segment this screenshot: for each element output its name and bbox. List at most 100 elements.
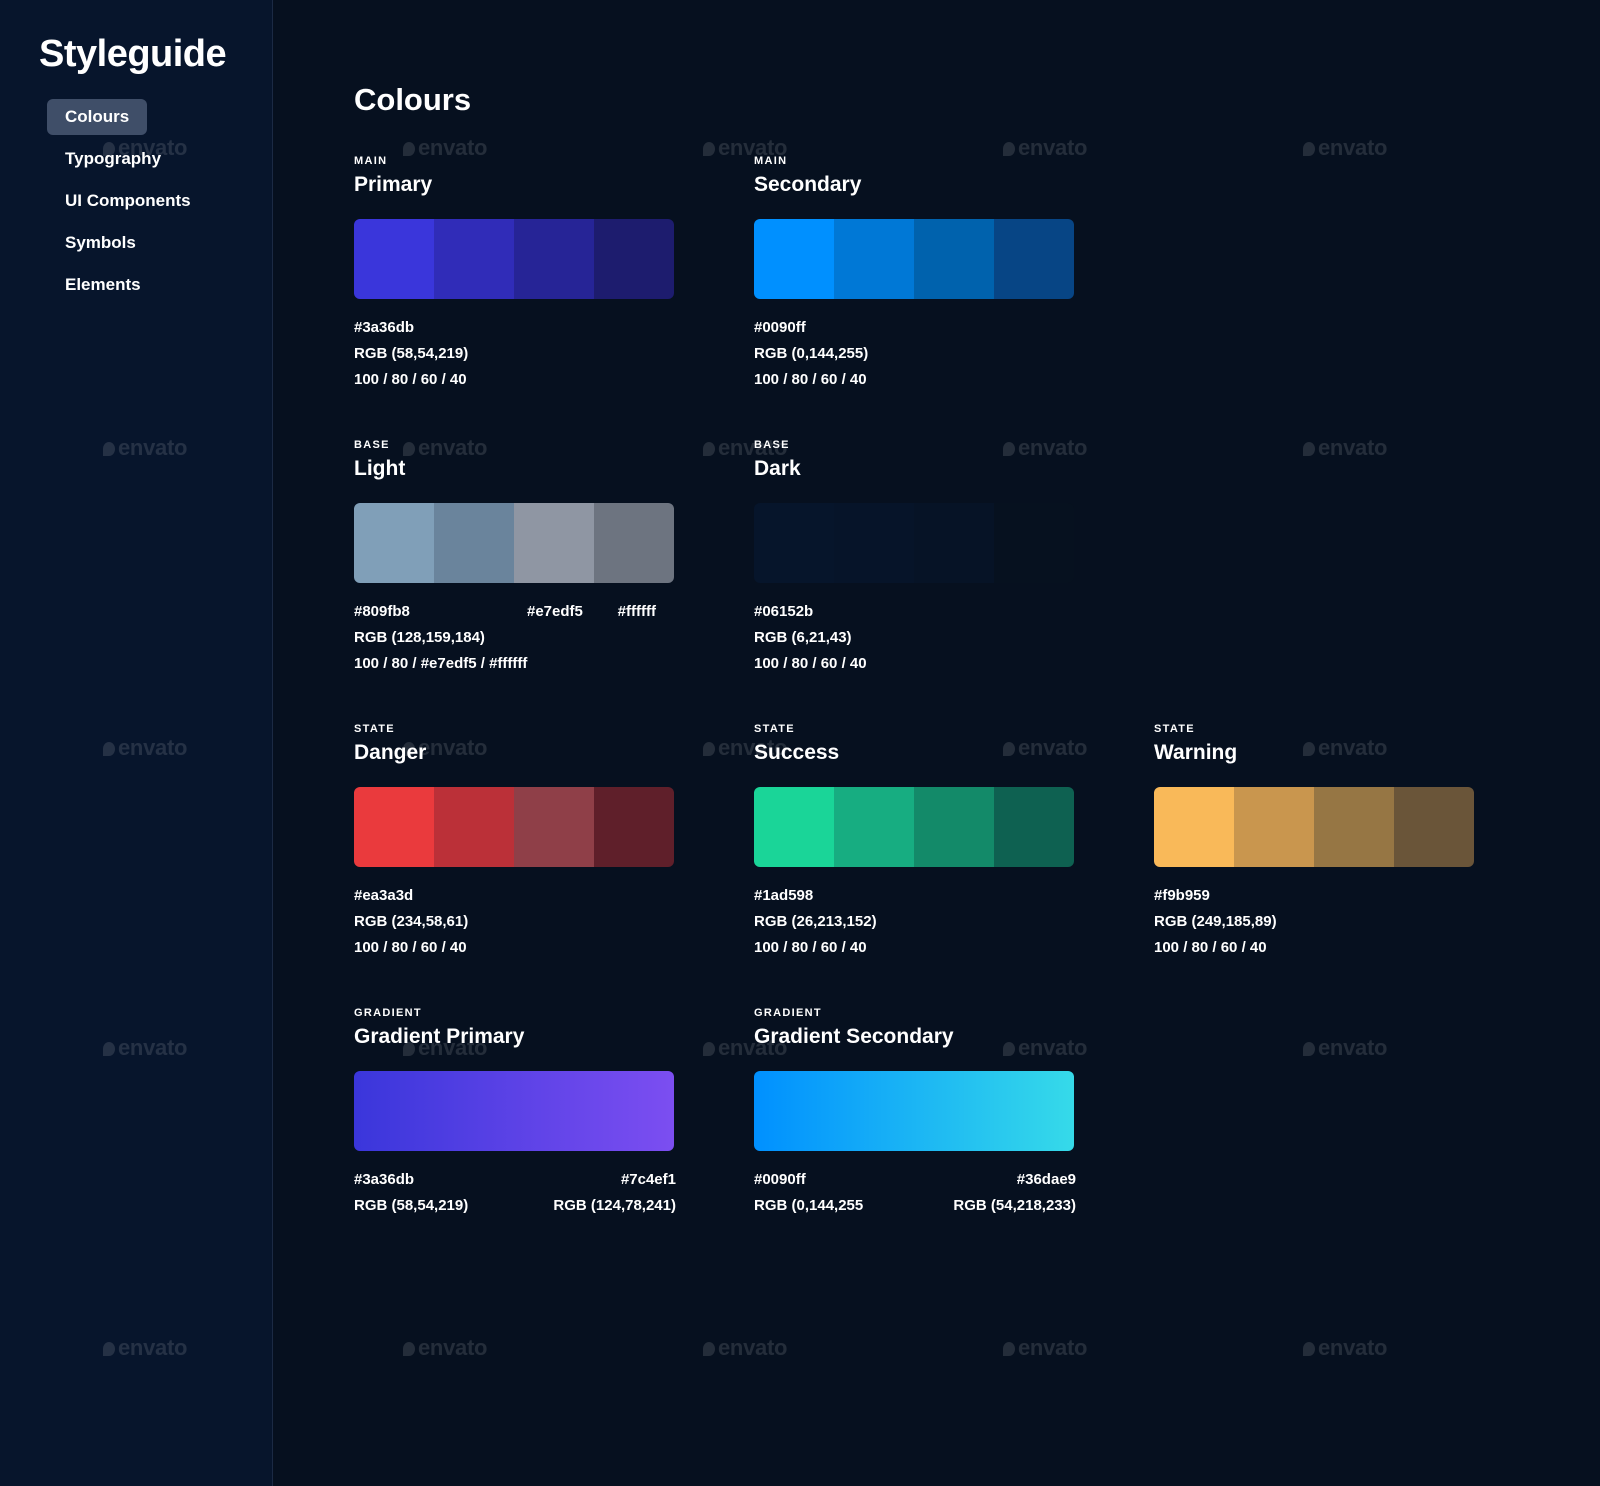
- info-value: RGB (58,54,219): [354, 345, 469, 362]
- card-name: Secondary: [754, 173, 862, 196]
- card-name: Success: [754, 741, 840, 764]
- nav-item-elements[interactable]: Elements: [65, 275, 141, 294]
- nav-item-typography[interactable]: Typography: [65, 149, 162, 168]
- colour-info: #f9b959 RGB (249,185,89) 100 / 80 / 60 / 4…: [1154, 883, 1474, 961]
- info-row: #0090ff: [754, 315, 1074, 341]
- colour-card-secondary: MAIN Secondary #0090ff RGB (0,144,255) 100 /…: [754, 155, 1084, 393]
- swatch-shade-1: [754, 787, 834, 867]
- info-row: 100 / 80 / 60 / 40: [754, 367, 1074, 393]
- colour-card-dark: BASE Dark #06152b RGB (6,21,43) 100 / 80 / 6…: [754, 439, 1084, 677]
- info-value: 100 / 80 / #e7edf5 / #ffffff: [354, 655, 528, 672]
- card-category: BASE: [354, 439, 390, 451]
- info-row: #1ad598: [754, 883, 1074, 909]
- colour-info: #0090ff #36dae9 RGB (0,144,255 RGB (54,218,…: [754, 1167, 1076, 1219]
- info-value: #0090ff: [754, 319, 806, 336]
- swatch-shade-4: [1394, 787, 1474, 867]
- info-value: #3a36db: [354, 319, 415, 336]
- info-row: 100 / 80 / 60 / 40: [354, 367, 674, 393]
- card-category: BASE: [754, 439, 790, 451]
- swatch-shade-4: [594, 787, 674, 867]
- info-value: RGB (6,21,43): [754, 629, 852, 646]
- colour-info: #0090ff RGB (0,144,255) 100 / 80 / 60 / 40: [754, 315, 1074, 393]
- colour-swatch-light: [354, 503, 674, 583]
- nav-item-colours[interactable]: Colours: [47, 99, 148, 135]
- nav-item-symbols[interactable]: Symbols: [65, 233, 136, 252]
- info-row: #809fb8 #e7edf5 #ffffff: [354, 599, 674, 625]
- card-name: Danger: [354, 741, 427, 764]
- info-value: #f9b959: [1154, 887, 1210, 904]
- info-row: 100 / 80 / #e7edf5 / #ffffff: [354, 651, 674, 677]
- info-value: #0090ff: [754, 1171, 806, 1188]
- info-row: 100 / 80 / 60 / 40: [354, 935, 674, 961]
- info-row: RGB (0,144,255 RGB (54,218,233): [754, 1193, 1076, 1219]
- info-value-right: #36dae9: [1016, 1171, 1076, 1188]
- colour-info: #06152b RGB (6,21,43) 100 / 80 / 60 / 40: [754, 599, 1074, 677]
- info-value-right: #7c4ef1: [620, 1171, 676, 1188]
- colour-card-gradient-secondary: GRADIENT Gradient Secondary #0090ff #36dae9…: [754, 1007, 1084, 1219]
- info-row: RGB (6,21,43): [754, 625, 1074, 651]
- colour-swatch-gradient-primary: [354, 1071, 674, 1151]
- sidebar-nav: Colours Typography UI Components Symbols…: [47, 99, 247, 309]
- swatch-shade-2: [434, 219, 514, 299]
- colour-info: #1ad598 RGB (26,213,152) 100 / 80 / 60 / 4…: [754, 883, 1074, 961]
- info-row: #0090ff #36dae9: [754, 1167, 1076, 1193]
- info-value: RGB (249,185,89): [1154, 913, 1277, 930]
- swatch-shade-3: [914, 787, 994, 867]
- info-row: RGB (58,54,219) RGB (124,78,241): [354, 1193, 676, 1219]
- main-content: Colours MAIN Primary #3a36db RGB (58,54,219…: [354, 0, 1600, 1486]
- swatch-shade-2: [434, 787, 514, 867]
- card-category: MAIN: [754, 155, 788, 167]
- swatch-shade-3: [914, 503, 994, 583]
- card-name: Light: [354, 457, 406, 480]
- sidebar: Styleguide Colours Typography UI Compone…: [0, 0, 273, 1486]
- card-name: Gradient Secondary: [754, 1025, 954, 1048]
- swatch-shade-3: [514, 787, 594, 867]
- swatch-shade-4: [594, 503, 674, 583]
- info-row: RGB (234,58,61): [354, 909, 674, 935]
- info-row: RGB (249,185,89): [1154, 909, 1474, 935]
- swatch-shade-1: [754, 503, 834, 583]
- card-category: STATE: [1154, 723, 1195, 735]
- info-value: 100 / 80 / 60 / 40: [754, 655, 867, 672]
- card-name: Dark: [754, 457, 801, 480]
- swatch-shade-1: [754, 219, 834, 299]
- colour-card-success: STATE Success #1ad598 RGB (26,213,152) 100 /…: [754, 723, 1084, 961]
- brand-title: Styleguide: [39, 33, 227, 75]
- colour-swatch-primary: [354, 219, 674, 299]
- info-value: #ea3a3d: [354, 887, 414, 904]
- swatch-shade-4: [994, 787, 1074, 867]
- info-row: RGB (58,54,219): [354, 341, 674, 367]
- colour-swatch-danger: [354, 787, 674, 867]
- colour-info: #3a36db #7c4ef1 RGB (58,54,219) RGB (124,78…: [354, 1167, 676, 1219]
- info-row: RGB (128,159,184): [354, 625, 674, 651]
- swatch-shade-2: [434, 503, 514, 583]
- card-category: STATE: [754, 723, 795, 735]
- colour-swatch-warning: [1154, 787, 1474, 867]
- info-value: RGB (58,54,219): [354, 1197, 469, 1214]
- info-row: #06152b: [754, 599, 1074, 625]
- nav-item-ui-components[interactable]: UI Components: [65, 191, 191, 210]
- colour-info: #3a36db RGB (58,54,219) 100 / 80 / 60 / 40: [354, 315, 674, 393]
- colour-card-warning: STATE Warning #f9b959 RGB (249,185,89) 100 /…: [1154, 723, 1484, 961]
- swatch-shade-3: [514, 219, 594, 299]
- swatch-shade-1: [354, 503, 434, 583]
- colour-swatch-success: [754, 787, 1074, 867]
- swatch-shade-2: [834, 787, 914, 867]
- card-name: Gradient Primary: [354, 1025, 525, 1048]
- colour-swatch-dark: [754, 503, 1074, 583]
- swatch-shade-2: [834, 503, 914, 583]
- colour-card-gradient-primary: GRADIENT Gradient Primary #3a36db #7c4ef1 RG…: [354, 1007, 684, 1219]
- colour-info: #ea3a3d RGB (234,58,61) 100 / 80 / 60 / 40: [354, 883, 674, 961]
- info-row: #3a36db #7c4ef1: [354, 1167, 676, 1193]
- info-value: RGB (26,213,152): [754, 913, 877, 930]
- colour-card-light: BASE Light #809fb8 #e7edf5 #ffffff RGB (128,1…: [354, 439, 684, 677]
- info-value: 100 / 80 / 60 / 40: [754, 939, 867, 956]
- swatch-shade-3: [914, 219, 994, 299]
- swatch-shade-2: [834, 219, 914, 299]
- info-value: 100 / 80 / 60 / 40: [354, 939, 467, 956]
- info-value: RGB (234,58,61): [354, 913, 469, 930]
- info-value: #3a36db: [354, 1171, 415, 1188]
- colour-card-danger: STATE Danger #ea3a3d RGB (234,58,61) 100 / 8…: [354, 723, 684, 961]
- swatch-shade-1: [354, 787, 434, 867]
- swatch-shade-2: [1234, 787, 1314, 867]
